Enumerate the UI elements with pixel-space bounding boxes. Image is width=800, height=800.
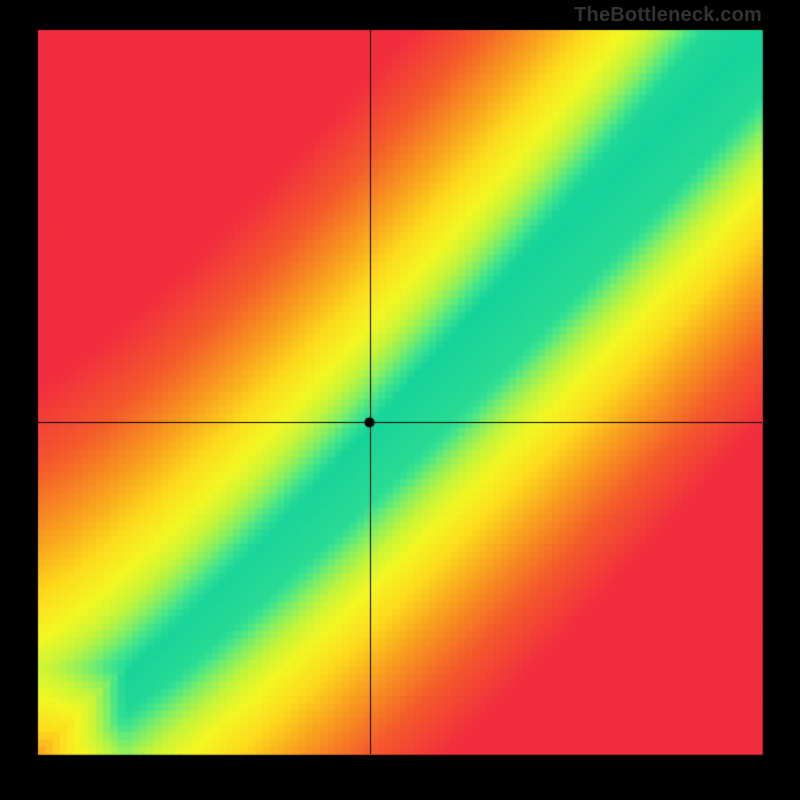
bottleneck-heatmap: [0, 0, 800, 800]
watermark-text: TheBottleneck.com: [574, 4, 762, 27]
